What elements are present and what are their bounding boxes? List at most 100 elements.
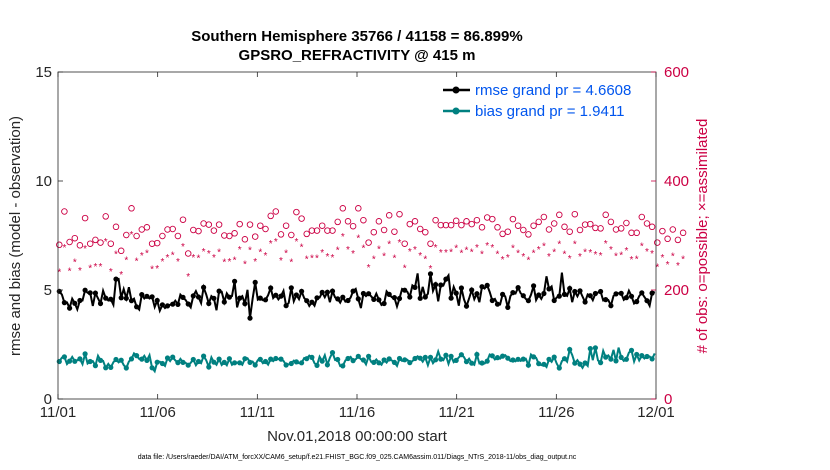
bias-point [634,351,640,358]
rmse-point [438,282,444,288]
rmse-point [175,301,181,307]
assimilated-obs-marker: * [341,232,345,243]
possible-obs-marker [648,223,656,231]
possible-obs-marker [463,218,470,225]
rmse-point [489,297,495,304]
rmse-point [582,299,588,305]
bias-point [613,358,619,364]
possible-obs-marker [143,224,151,231]
possible-obs-marker [375,218,383,225]
bias-point [134,353,140,359]
assimilated-obs-marker: * [403,264,407,275]
assimilated-obs-marker: * [537,245,541,256]
possible-obs-marker [561,223,568,231]
bias-point [469,360,475,366]
possible-obs-marker [308,227,316,234]
possible-obs-marker [92,236,99,244]
bias-point [463,359,470,365]
rmse-point [520,293,526,299]
assimilated-obs-marker: * [264,251,268,262]
rmse-point [531,283,537,289]
y-tick-right-label: 400 [664,173,689,190]
possible-obs-marker [447,221,455,229]
rmse-point [154,297,160,304]
possible-obs-marker [324,227,331,234]
legend-rmse-marker [452,86,460,94]
bias-point [319,358,325,364]
rmse-point [252,279,258,285]
assimilated-obs-marker: * [655,263,659,274]
x-tick-label: 11/26 [538,404,574,421]
possible-obs-marker [499,230,506,238]
bias-point [170,354,176,360]
assimilated-obs-marker: * [294,237,298,248]
assimilated-obs-marker: * [552,247,556,258]
bias-point [257,356,263,362]
rmse-point [396,295,403,302]
bias-point [360,357,366,363]
rmse-point [510,290,516,296]
assimilated-obs-marker: * [351,249,355,260]
rmse-point [128,298,135,304]
rmse-point [623,295,630,301]
assimilated-obs-marker: * [119,270,123,281]
legend-rmse-label: rmse grand pr = 4.6608 [475,82,631,99]
bias-point [190,356,196,363]
rmse-point [324,289,330,295]
assimilated-obs-marker: * [104,237,108,248]
possible-obs-marker [303,230,310,238]
assimilated-obs-marker: * [671,252,675,263]
bias-point [391,359,397,365]
bias-point [531,354,537,360]
bias-point [427,354,434,360]
rmse-point [67,305,73,311]
bias-point [598,360,604,366]
possible-obs-marker [298,215,305,222]
assimilated-obs-marker: * [624,246,628,257]
rmse-point [536,292,542,298]
possible-obs-marker [66,238,73,246]
possible-obs-marker [272,208,280,215]
rmse-point [515,285,521,291]
possible-obs-marker [355,205,362,212]
rmse-point [144,293,150,299]
assimilated-obs-marker: * [150,265,154,276]
rmse-point [340,294,346,300]
bias-point [164,355,171,361]
assimilated-obs-marker: * [279,256,283,267]
assimilated-obs-marker: * [93,262,97,273]
assimilated-obs-marker: * [429,264,433,275]
assimilated-obs-marker: * [315,253,319,264]
bias-point [628,347,635,353]
possible-obs-marker [313,227,321,234]
possible-obs-marker [148,240,156,247]
bias-point [396,355,403,362]
rmse-point [180,294,186,300]
rmse-point [262,297,269,303]
footnote: data file: /Users/raeder/DAI/ATM_forcXX/… [138,454,577,461]
assimilated-obs-marker: * [511,244,515,255]
bias-point [283,362,289,368]
possible-obs-marker [241,236,249,243]
possible-obs-marker [659,227,666,235]
rmse-point [463,303,470,309]
bias-point [371,359,377,365]
bias-point [572,360,578,366]
rmse-point [159,302,165,308]
bias-point [551,354,557,360]
possible-obs-marker [494,224,501,231]
possible-obs-marker [86,240,94,247]
rmse-point [474,291,480,297]
rmse-point [216,288,222,294]
rmse-point [226,294,232,300]
bias-point [505,355,511,361]
possible-obs-marker [81,214,89,222]
bias-point [123,365,129,371]
rmse-point [293,292,299,298]
bias-point [201,353,207,359]
assimilated-obs-marker: * [583,247,587,258]
y-axis-right-ticks: 0 200 400 600 [651,64,689,408]
bias-point [252,362,258,368]
possible-obs-marker [489,215,496,223]
assimilated-obs-marker: * [387,240,391,251]
